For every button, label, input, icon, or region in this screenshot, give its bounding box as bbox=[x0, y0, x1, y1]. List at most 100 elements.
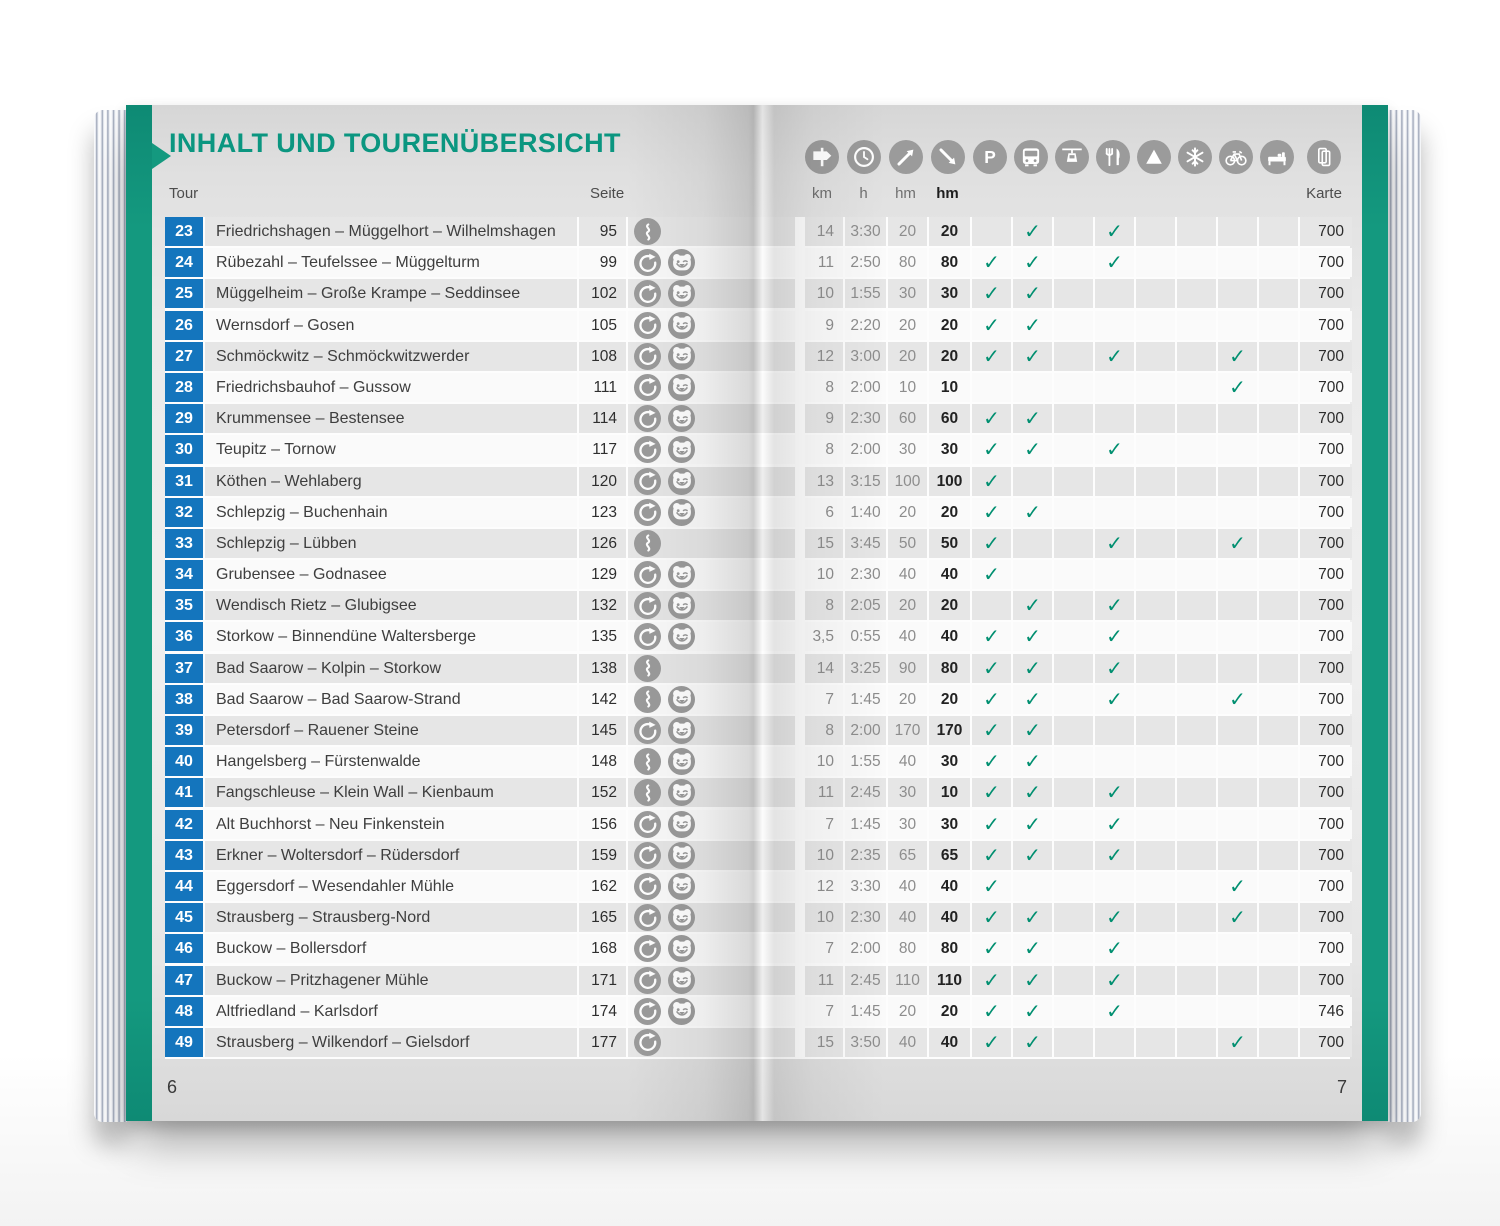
map-number: 700 bbox=[1300, 372, 1352, 402]
tour-name: Strausberg – Strausberg-Nord bbox=[205, 903, 577, 933]
feature-bicycle bbox=[1218, 778, 1257, 808]
feature-parking: ✓ bbox=[972, 809, 1011, 839]
feature-bed bbox=[1259, 217, 1298, 246]
feature-summit bbox=[1136, 404, 1175, 434]
ascent-hm: 30 bbox=[888, 809, 927, 839]
check-icon: ✓ bbox=[1106, 686, 1123, 711]
route-icon bbox=[634, 685, 661, 713]
feature-restaurant: ✓ bbox=[1095, 622, 1134, 652]
right-page-number: 7 bbox=[1336, 1077, 1347, 1097]
table-row: 26 Wernsdorf – Gosen 105 9 2:20 20 20 ✓ ✓ 700 bbox=[165, 310, 1352, 340]
feature-parking: ✓ bbox=[972, 560, 1011, 590]
feature-snowflake bbox=[1177, 653, 1216, 683]
check-icon: ✓ bbox=[1024, 842, 1041, 867]
duration-h: 2:05 bbox=[845, 591, 886, 621]
check-icon: ✓ bbox=[983, 468, 1000, 493]
tour-type-icons bbox=[628, 372, 795, 402]
loop-icon bbox=[634, 717, 661, 744]
check-icon: ✓ bbox=[1229, 530, 1246, 555]
bear-icon bbox=[668, 685, 695, 713]
feature-restaurant bbox=[1095, 310, 1134, 340]
feature-bus: ✓ bbox=[1013, 591, 1052, 621]
ascent-hm: 40 bbox=[888, 871, 927, 901]
tour-number: 26 bbox=[165, 310, 203, 340]
map-number: 700 bbox=[1300, 341, 1352, 371]
duration-h: 2:45 bbox=[845, 778, 886, 808]
page-number: 126 bbox=[579, 528, 626, 558]
tour-type-icons bbox=[628, 934, 795, 964]
feature-parking: ✓ bbox=[972, 903, 1011, 933]
page-number: 168 bbox=[579, 934, 626, 964]
unit-label-clock: h bbox=[859, 185, 868, 202]
title-arrow-icon bbox=[152, 143, 171, 169]
feature-restaurant bbox=[1095, 871, 1134, 901]
route-icon bbox=[634, 654, 661, 682]
feature-summit bbox=[1136, 279, 1175, 309]
feature-snowflake bbox=[1177, 435, 1216, 465]
feature-bed bbox=[1259, 1027, 1298, 1057]
duration-h: 2:20 bbox=[845, 310, 886, 340]
feature-bed bbox=[1259, 310, 1298, 340]
page-number: 99 bbox=[579, 248, 626, 278]
ascent-hm: 40 bbox=[888, 560, 927, 590]
gutter-spacer bbox=[797, 903, 803, 932]
gutter-spacer bbox=[797, 529, 803, 558]
distance-km: 7 bbox=[805, 996, 843, 1026]
feature-bicycle bbox=[1218, 809, 1257, 839]
gutter-spacer bbox=[797, 841, 803, 870]
feature-bus: ✓ bbox=[1013, 965, 1052, 995]
ascent-hm: 40 bbox=[888, 622, 927, 652]
page-number: 165 bbox=[579, 903, 626, 933]
duration-h: 1:40 bbox=[845, 497, 886, 527]
summit-icon bbox=[1136, 140, 1171, 174]
tour-name: Petersdorf – Rauener Steine bbox=[205, 716, 577, 745]
loop-icon bbox=[634, 498, 661, 526]
map-number: 700 bbox=[1300, 466, 1352, 496]
feature-cable-car bbox=[1054, 653, 1093, 683]
tour-name: Schmöckwitz – Schmöckwitzwerder bbox=[205, 341, 577, 371]
feature-snowflake bbox=[1177, 809, 1216, 839]
feature-bicycle bbox=[1218, 996, 1257, 1026]
duration-h: 2:30 bbox=[845, 560, 886, 590]
feature-bus: ✓ bbox=[1013, 341, 1052, 371]
tour-type-icons bbox=[628, 404, 795, 434]
duration-h: 2:50 bbox=[845, 248, 886, 278]
feature-parking: ✓ bbox=[972, 653, 1011, 683]
route-icon bbox=[634, 748, 661, 776]
feature-parking: ✓ bbox=[972, 341, 1011, 371]
gutter-spacer bbox=[797, 654, 803, 683]
route-icon bbox=[634, 218, 661, 245]
check-icon: ✓ bbox=[1024, 219, 1041, 243]
map-number: 700 bbox=[1300, 747, 1352, 777]
duration-h: 1:45 bbox=[845, 996, 886, 1026]
feature-cable-car bbox=[1054, 965, 1093, 995]
loop-icon bbox=[634, 280, 661, 308]
feature-snowflake bbox=[1177, 622, 1216, 652]
distance-km: 7 bbox=[805, 809, 843, 839]
distance-km: 7 bbox=[805, 934, 843, 964]
gutter-spacer bbox=[797, 248, 803, 277]
table-row: 44 Eggersdorf – Wesendahler Mühle 162 12 3:3… bbox=[165, 871, 1352, 901]
bear-icon bbox=[668, 373, 695, 401]
ascent-hm: 20 bbox=[888, 310, 927, 340]
tour-number: 45 bbox=[165, 903, 203, 933]
check-icon: ✓ bbox=[1024, 281, 1041, 306]
feature-snowflake bbox=[1177, 1027, 1216, 1057]
feature-cable-car bbox=[1054, 435, 1093, 465]
feature-snowflake bbox=[1177, 217, 1216, 246]
feature-summit bbox=[1136, 435, 1175, 465]
feature-bicycle bbox=[1218, 653, 1257, 683]
table-row: 28 Friedrichsbauhof – Gussow 111 8 2:00 10 10 ✓… bbox=[165, 372, 1352, 402]
check-icon: ✓ bbox=[1106, 593, 1123, 618]
map-number: 700 bbox=[1300, 560, 1352, 590]
ascent-hm: 20 bbox=[888, 591, 927, 621]
table-row: 41 Fangschleuse – Klein Wall – Kienbaum 15… bbox=[165, 778, 1352, 808]
tour-name: Wernsdorf – Gosen bbox=[205, 310, 577, 340]
feature-parking: ✓ bbox=[972, 871, 1011, 901]
descent-hm: 65 bbox=[929, 840, 970, 870]
feature-bicycle: ✓ bbox=[1218, 372, 1257, 402]
tour-type-icons bbox=[628, 809, 795, 839]
gutter-spacer bbox=[797, 747, 803, 776]
feature-bicycle bbox=[1218, 965, 1257, 995]
feature-cable-car bbox=[1054, 372, 1093, 402]
